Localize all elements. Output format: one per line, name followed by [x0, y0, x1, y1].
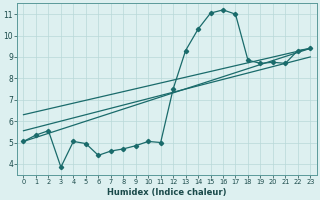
X-axis label: Humidex (Indice chaleur): Humidex (Indice chaleur): [107, 188, 227, 197]
